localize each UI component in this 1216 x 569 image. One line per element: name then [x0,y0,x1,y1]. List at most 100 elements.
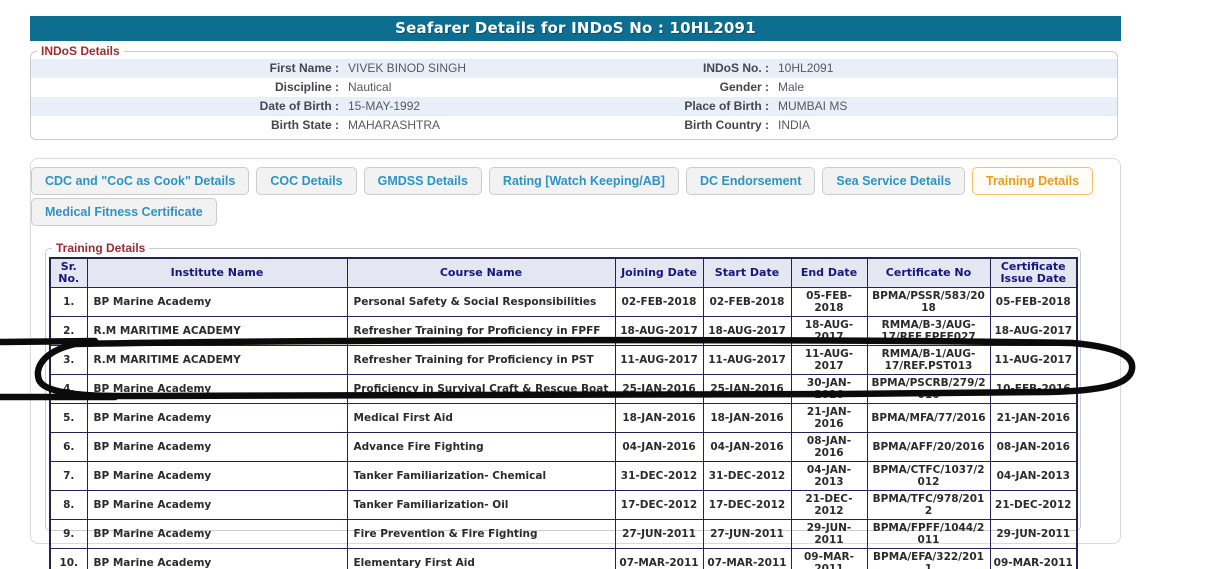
tab-row: CDC and "CoC as Cook" Details COC Details… [31,167,1120,195]
cell-certificate: BPMA/EFA/322/2011 [866,548,991,569]
cell-start: 31-DEC-2012 [702,461,792,491]
tab-cdc-and-coc-as-cook-details[interactable]: CDC and "CoC as Cook" Details [31,167,250,195]
cell-course: Fire Prevention & Fire Fighting [346,519,616,549]
cell-sr: 6. [49,432,88,462]
tab-dc-endorsement[interactable]: DC Endorsement [685,167,816,195]
cell-course: Tanker Familiarization- Oil [346,490,616,520]
field-label: Date of Birth : [259,99,339,113]
cell-course: Tanker Familiarization- Chemical [346,461,616,491]
field-label: First Name : [269,61,339,75]
cell-course: Personal Safety & Social Responsibilitie… [346,287,616,317]
cell-sr: 5. [49,403,88,433]
column-header-start-date: Start Date [702,257,792,288]
cell-sr: 2. [49,316,88,346]
cell-end: 04-JAN-2013 [790,461,868,491]
cell-end: 21-DEC-2012 [790,490,868,520]
cell-sr: 7. [49,461,88,491]
cell-issue: 05-FEB-2018 [989,287,1078,317]
cell-sr: 8. [49,490,88,520]
cell-institute: BP Marine Academy [86,374,348,404]
cell-issue: 11-AUG-2017 [989,345,1078,375]
cell-issue: 10-FEB-2016 [989,374,1078,404]
cell-sr: 10. [49,548,88,569]
column-header-sr-no: Sr. No. [49,257,88,288]
cell-joining: 11-AUG-2017 [614,345,704,375]
field-value: MUMBAI MS [778,99,848,113]
tab-strip: CDC and "CoC as Cook" Details COC Details… [31,159,1120,226]
training-details-table: Sr. No. Institute Name Course Name Joining … [49,257,1078,569]
table-row: 4. BP Marine Academy Proficiency in Surviv… [49,374,1078,404]
field-value: MAHARASHTRA [348,118,441,132]
table-row: 8. BP Marine Academy Tanker Familiarizatio… [49,490,1078,520]
cell-end: 21-JAN-2016 [790,403,868,433]
column-header-course-name: Course Name [346,257,616,288]
tab-rating-watch-keeping-ab[interactable]: Rating [Watch Keeping/AB] [488,167,679,195]
cell-course: Elementary First Aid [346,548,616,569]
page-title: Seafarer Details for INDoS No : 10HL2091 [30,16,1121,41]
table-row: 10. BP Marine Academy Elementary First Aid… [49,548,1078,569]
cell-start: 18-JAN-2016 [702,403,792,433]
tab-sea-service-details[interactable]: Sea Service Details [822,167,966,195]
column-header-certificate-issue-date: Certificate Issue Date [989,257,1078,288]
table-header-row: Sr. No. Institute Name Course Name Joining … [49,257,1078,288]
cell-joining: 04-JAN-2016 [614,432,704,462]
cell-institute: BP Marine Academy [86,461,348,491]
training-details-legend: Training Details [56,241,146,255]
field-label: Gender : [719,80,769,94]
indos-detail-row: Birth State : MAHARASHTRA Birth Country : I… [31,116,1117,135]
field-label: Birth State : [270,118,339,132]
cell-institute: R.M MARITIME ACADEMY [86,345,348,375]
indos-detail-row: Date of Birth : 15-MAY-1992 Place of Birth… [31,97,1117,116]
cell-start: 27-JUN-2011 [702,519,792,549]
cell-institute: BP Marine Academy [86,432,348,462]
cell-institute: BP Marine Academy [86,403,348,433]
cell-end: 11-AUG-2017 [790,345,868,375]
cell-course: Refresher Training for Proficiency in PS… [346,345,616,375]
cell-issue: 08-JAN-2016 [989,432,1078,462]
cell-sr: 3. [49,345,88,375]
cell-course: Advance Fire Fighting [346,432,616,462]
table-row: 7. BP Marine Academy Tanker Familiarizatio… [49,461,1078,491]
field-label: Discipline : [274,80,339,94]
cell-sr: 9. [49,519,88,549]
cell-certificate: BPMA/TFC/978/2012 [866,490,991,520]
cell-issue: 21-JAN-2016 [989,403,1078,433]
indos-details-rows: First Name : VIVEK BINOD SINGH INDoS No. :… [31,59,1117,135]
cell-start: 25-JAN-2016 [702,374,792,404]
field-value: 10HL2091 [778,61,834,75]
cell-certificate: RMMA/B-3/AUG-17/REF.FPFF027 [866,316,991,346]
cell-certificate: BPMA/PSCRB/279/2016 [866,374,991,404]
cell-institute: BP Marine Academy [86,490,348,520]
tab-coc-details[interactable]: COC Details [256,167,357,195]
table-row: 1. BP Marine Academy Personal Safety & Soc… [49,287,1078,317]
indos-detail-row: First Name : VIVEK BINOD SINGH INDoS No. :… [31,59,1117,78]
cell-joining: 07-MAR-2011 [614,548,704,569]
table-row: 3. R.M MARITIME ACADEMY Refresher Training… [49,345,1078,375]
cell-joining: 27-JUN-2011 [614,519,704,549]
table-row: 6. BP Marine Academy Advance Fire Fighting… [49,432,1078,462]
tab-gmdss-details[interactable]: GMDSS Details [363,167,482,195]
cell-end: 05-FEB-2018 [790,287,868,317]
tab-training-details[interactable]: Training Details [972,167,1094,195]
field-label: INDoS No. : [703,61,769,75]
cell-end: 08-JAN-2016 [790,432,868,462]
tab-medical-fitness-certificate[interactable]: Medical Fitness Certificate [31,198,217,226]
field-label: Place of Birth : [684,99,769,113]
cell-course: Refresher Training for Proficiency in FP… [346,316,616,346]
cell-joining: 18-JAN-2016 [614,403,704,433]
column-header-institute-name: Institute Name [86,257,348,288]
cell-end: 30-JAN-2016 [790,374,868,404]
indos-details-section: INDoS Details First Name : VIVEK BINOD SI… [30,44,1118,140]
field-value: 15-MAY-1992 [348,99,421,113]
cell-start: 17-DEC-2012 [702,490,792,520]
cell-start: 02-FEB-2018 [702,287,792,317]
table-row: 9. BP Marine Academy Fire Prevention & Fir… [49,519,1078,549]
cell-institute: R.M MARITIME ACADEMY [86,316,348,346]
cell-start: 18-AUG-2017 [702,316,792,346]
cell-certificate: BPMA/CTFC/1037/2012 [866,461,991,491]
cell-issue: 04-JAN-2013 [989,461,1078,491]
cell-sr: 4. [49,374,88,404]
field-value: Male [778,80,805,94]
field-label: Birth Country : [684,118,769,132]
cell-institute: BP Marine Academy [86,548,348,569]
